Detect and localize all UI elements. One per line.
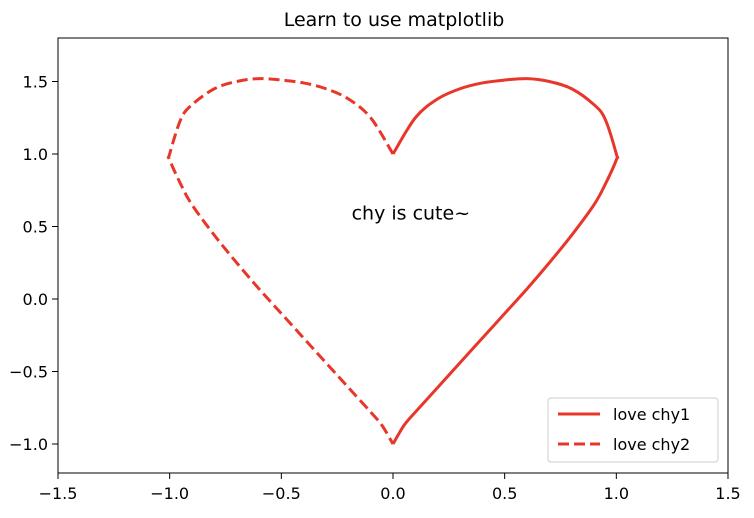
legend-label-love-chy2: love chy2 xyxy=(613,435,690,454)
y-tick-label: −1.0 xyxy=(9,435,48,454)
x-tick-label: 0.0 xyxy=(380,484,405,503)
y-tick-label: 1.0 xyxy=(23,145,48,164)
x-tick-label: 1.5 xyxy=(715,484,740,503)
y-tick-label: 0.0 xyxy=(23,290,48,309)
chart-title: Learn to use matplotlib xyxy=(284,9,505,31)
annotation-text: chy is cute~ xyxy=(352,202,471,224)
y-tick-label: 0.5 xyxy=(23,218,48,237)
legend-label-love-chy1: love chy1 xyxy=(613,405,690,424)
x-tick-label: −1.5 xyxy=(39,484,78,503)
x-tick-label: −0.5 xyxy=(262,484,301,503)
x-tick-label: 0.5 xyxy=(492,484,517,503)
x-tick-label: 1.0 xyxy=(604,484,629,503)
series-line-love-chy2 xyxy=(166,77,395,445)
y-axis-ticks: −1.0 −0.5 0.0 0.5 1.0 1.5 xyxy=(9,73,58,454)
legend: love chy1 love chy2 xyxy=(547,397,719,463)
y-tick-label: −0.5 xyxy=(9,363,48,382)
x-axis-ticks: −1.5 −1.0 −0.5 0.0 0.5 1.0 1.5 xyxy=(39,473,741,503)
series-layer xyxy=(166,77,620,445)
y-tick-label: 1.5 xyxy=(23,73,48,92)
x-tick-label: −1.0 xyxy=(150,484,189,503)
series-line-love-chy1 xyxy=(391,77,620,445)
